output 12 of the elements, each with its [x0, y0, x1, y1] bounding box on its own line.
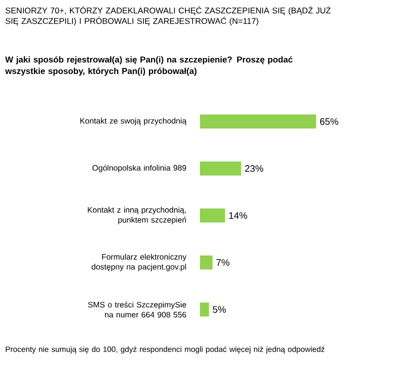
bar — [200, 256, 213, 270]
data-label: 23% — [245, 165, 264, 172]
data-label: 14% — [229, 212, 248, 219]
bar — [200, 114, 316, 129]
data-label: 5% — [212, 306, 226, 313]
chart-title: SENIORZY 70+, KTÓRZY ZADEKLAROWALI CHĘĆ ZASZCZEPIENIA SIĘ (BĄDŹ JUŻ SIĘ ZASZCZEPILI) I PRÓBOWALI SIĘ ZAREJESTROWAĆ (N=117) — [6, 6, 331, 26]
bar — [200, 208, 226, 223]
bar — [200, 302, 209, 316]
bar — [200, 162, 242, 176]
data-label: 7% — [216, 259, 230, 266]
chart-subtitle: W jaki sposób rejestrował(a) się Pan(i) na szczepienie? Proszę podać wszystkie sposoby, których Pan(i) próbował(a) — [5, 56, 293, 76]
data-label: 65% — [320, 118, 338, 125]
